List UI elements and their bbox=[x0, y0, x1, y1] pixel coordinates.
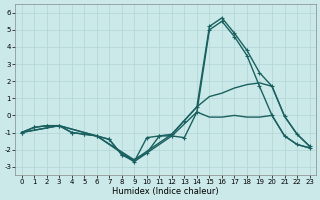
X-axis label: Humidex (Indice chaleur): Humidex (Indice chaleur) bbox=[112, 187, 219, 196]
